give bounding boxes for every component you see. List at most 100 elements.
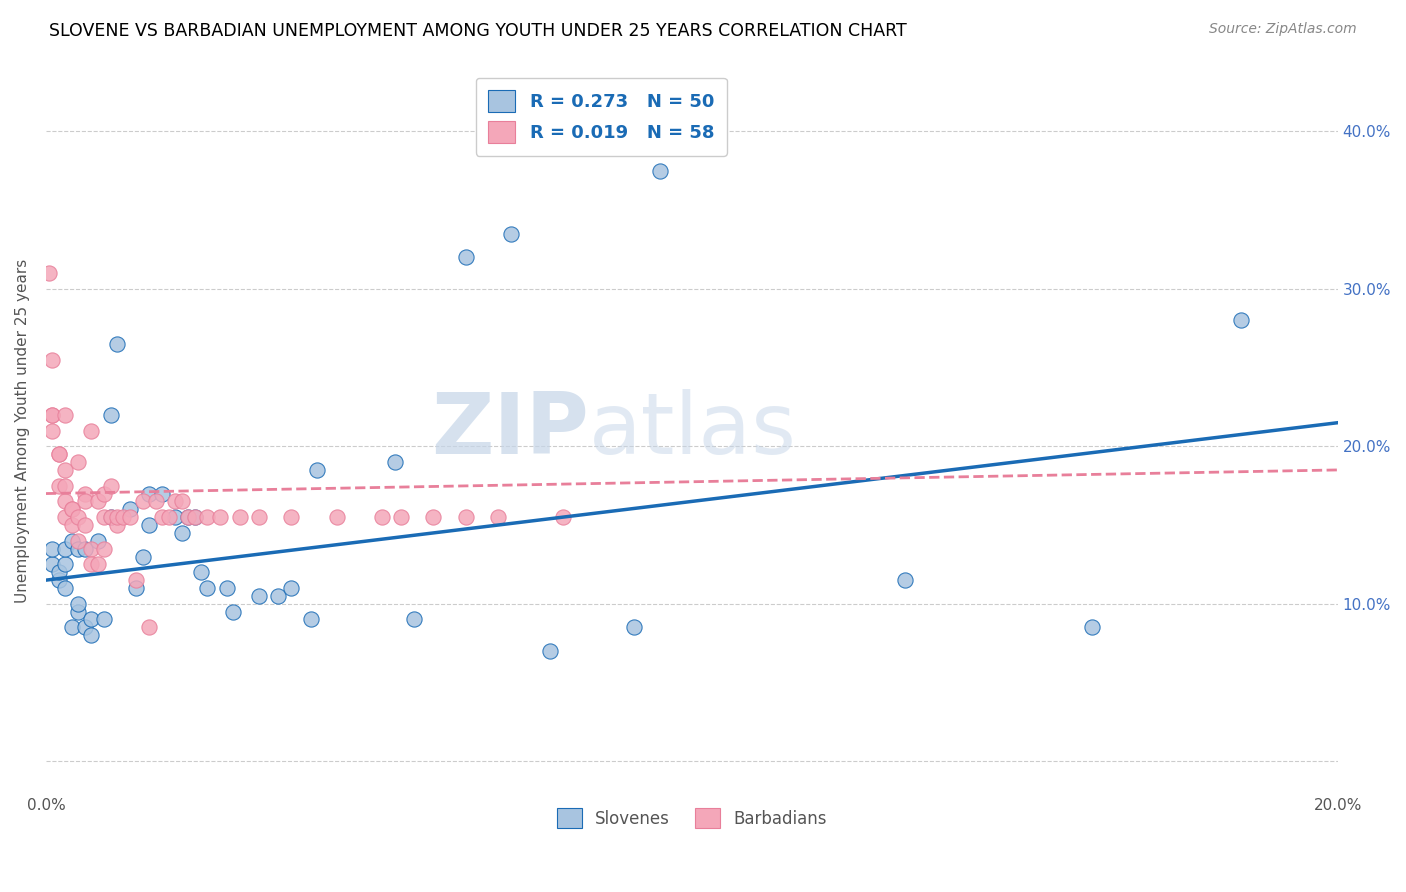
Point (41, 352, 63, 367)
Point (73, 541, 96, 556)
Point (86, 494, 108, 508)
Point (60, 533, 83, 548)
Point (100, 510, 122, 524)
Point (73, 494, 96, 508)
Point (112, 510, 135, 524)
Point (86, 533, 108, 548)
Point (228, 510, 250, 524)
Legend: Slovenes, Barbadians: Slovenes, Barbadians (550, 801, 834, 835)
Point (80, 424, 103, 438)
Text: SLOVENE VS BARBADIAN UNEMPLOYMENT AMONG YOUTH UNDER 25 YEARS CORRELATION CHART: SLOVENE VS BARBADIAN UNEMPLOYMENT AMONG … (49, 22, 907, 40)
Point (623, 620, 645, 634)
Point (48, 447, 70, 461)
Point (132, 494, 155, 508)
Point (150, 486, 173, 500)
Point (422, 510, 444, 524)
Point (209, 510, 232, 524)
Point (53, 581, 76, 595)
Point (80, 558, 103, 572)
Point (67, 541, 90, 556)
Point (67, 605, 90, 619)
Point (48, 573, 70, 587)
Point (48, 447, 70, 461)
Point (177, 510, 200, 524)
Point (48, 566, 70, 580)
Point (280, 581, 302, 595)
Point (215, 581, 238, 595)
Point (307, 463, 329, 477)
Point (138, 518, 160, 533)
Y-axis label: Unemployment Among Youth under 25 years: Unemployment Among Youth under 25 years (15, 259, 30, 603)
Point (105, 337, 128, 351)
Text: ZIP: ZIP (430, 389, 589, 472)
Text: Source: ZipAtlas.com: Source: ZipAtlas.com (1209, 22, 1357, 37)
Point (67, 510, 90, 524)
Point (60, 518, 83, 533)
Point (371, 510, 394, 524)
Point (48, 478, 70, 492)
Point (53, 478, 76, 492)
Point (247, 510, 270, 524)
Point (53, 541, 76, 556)
Point (894, 573, 917, 587)
Point (41, 541, 63, 556)
Point (53, 463, 76, 477)
Point (177, 510, 200, 524)
Point (100, 510, 122, 524)
Point (38, 266, 60, 280)
Point (454, 510, 477, 524)
Point (67, 533, 90, 548)
Point (222, 605, 245, 619)
Point (325, 510, 347, 524)
Point (197, 581, 219, 595)
Point (41, 424, 63, 438)
Point (93, 541, 115, 556)
Point (165, 510, 187, 524)
Point (551, 510, 574, 524)
Point (157, 510, 180, 524)
Point (165, 494, 187, 508)
Point (247, 589, 270, 603)
Point (190, 566, 212, 580)
Point (73, 620, 96, 634)
Point (41, 408, 63, 422)
Point (538, 644, 561, 658)
Point (86, 558, 108, 572)
Point (80, 541, 103, 556)
Point (138, 486, 160, 500)
Point (197, 510, 219, 524)
Point (404, 612, 426, 626)
Point (170, 525, 193, 540)
Point (93, 612, 115, 626)
Point (267, 589, 290, 603)
Point (53, 408, 76, 422)
Point (125, 573, 148, 587)
Point (73, 486, 96, 500)
Point (60, 502, 83, 516)
Point (183, 510, 205, 524)
Point (454, 251, 477, 265)
Point (145, 494, 167, 508)
Point (73, 518, 96, 533)
Point (299, 612, 322, 626)
Point (105, 518, 128, 533)
Point (100, 408, 122, 422)
Point (41, 558, 63, 572)
Point (53, 510, 76, 524)
Point (67, 597, 90, 611)
Point (100, 478, 122, 492)
Text: atlas: atlas (589, 389, 796, 472)
Point (499, 227, 522, 241)
Point (53, 558, 76, 572)
Point (60, 620, 83, 634)
Point (118, 510, 141, 524)
Point (93, 486, 115, 500)
Point (486, 510, 509, 524)
Point (93, 510, 115, 524)
Point (280, 510, 302, 524)
Point (60, 502, 83, 516)
Point (648, 164, 671, 178)
Point (389, 510, 412, 524)
Point (183, 510, 205, 524)
Point (125, 581, 148, 595)
